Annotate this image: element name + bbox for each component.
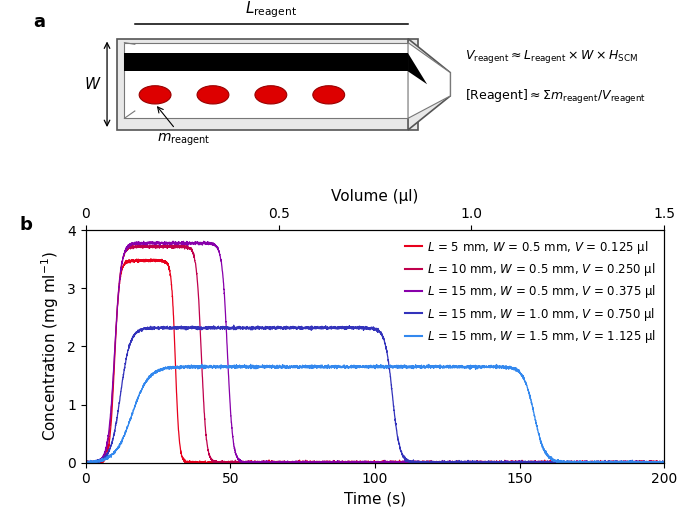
$L$ = 15 mm, $W$ = 1.0 mm, $V$ = 0.750 μl	[229, 322, 238, 328]
$L$ = 15 mm, $W$ = 0.5 mm, $V$ = 0.375 μl	[558, 460, 566, 466]
Text: $[\mathrm{Reagent}] \approx \Sigma m_\mathrm{reagent}/V_\mathrm{reagent}$: $[\mathrm{Reagent}] \approx \Sigma m_\ma…	[464, 88, 646, 106]
$L$ = 15 mm, $W$ = 1.0 mm, $V$ = 0.750 μl	[558, 460, 566, 466]
$L$ = 5 mm, $W$ = 0.5 mm, $V$ = 0.125 μl	[514, 460, 522, 466]
Polygon shape	[408, 53, 427, 84]
$L$ = 10 mm, $W$ = 0.5 mm, $V$ = 0.250 μl	[173, 242, 181, 248]
X-axis label: Time (s): Time (s)	[344, 492, 406, 507]
$L$ = 5 mm, $W$ = 0.5 mm, $V$ = 0.125 μl	[82, 458, 90, 465]
$L$ = 10 mm, $W$ = 0.5 mm, $V$ = 0.250 μl	[660, 460, 669, 466]
Text: $V_\mathrm{reagent} \approx L_\mathrm{reagent} \times W \times H_\mathrm{SCM}$: $V_\mathrm{reagent} \approx L_\mathrm{re…	[464, 48, 638, 65]
Bar	[125, 43, 408, 118]
$L$ = 15 mm, $W$ = 0.5 mm, $V$ = 0.375 μl	[429, 459, 437, 465]
$L$ = 10 mm, $W$ = 0.5 mm, $V$ = 0.250 μl	[458, 460, 466, 466]
Text: b: b	[19, 216, 32, 234]
$L$ = 15 mm, $W$ = 1.0 mm, $V$ = 0.750 μl	[303, 325, 311, 331]
Polygon shape	[408, 43, 450, 118]
$L$ = 15 mm, $W$ = 1.5 mm, $V$ = 1.125 μl	[660, 460, 669, 466]
Y-axis label: Concentration (mg ml$^{-1}$): Concentration (mg ml$^{-1}$)	[40, 251, 62, 442]
$L$ = 15 mm, $W$ = 1.0 mm, $V$ = 0.750 μl	[429, 458, 437, 465]
$L$ = 5 mm, $W$ = 0.5 mm, $V$ = 0.125 μl	[558, 460, 566, 466]
Text: $m_\mathrm{reagent}$: $m_\mathrm{reagent}$	[158, 107, 211, 148]
$L$ = 5 mm, $W$ = 0.5 mm, $V$ = 0.125 μl	[303, 460, 311, 466]
$L$ = 15 mm, $W$ = 0.5 mm, $V$ = 0.375 μl	[82, 460, 90, 466]
Ellipse shape	[139, 86, 171, 104]
Line: $L$ = 15 mm, $W$ = 1.5 mm, $V$ = 1.125 μl: $L$ = 15 mm, $W$ = 1.5 mm, $V$ = 1.125 μ…	[86, 364, 664, 463]
Line: $L$ = 15 mm, $W$ = 0.5 mm, $V$ = 0.375 μl: $L$ = 15 mm, $W$ = 0.5 mm, $V$ = 0.375 μ…	[86, 241, 664, 463]
$L$ = 5 mm, $W$ = 0.5 mm, $V$ = 0.125 μl	[187, 458, 195, 465]
$L$ = 5 mm, $W$ = 0.5 mm, $V$ = 0.125 μl	[458, 460, 466, 466]
$L$ = 15 mm, $W$ = 1.5 mm, $V$ = 1.125 μl	[186, 364, 195, 370]
Bar	[125, 53, 408, 71]
X-axis label: Volume (μl): Volume (μl)	[332, 189, 419, 204]
$L$ = 15 mm, $W$ = 0.5 mm, $V$ = 0.375 μl	[514, 460, 522, 466]
$L$ = 15 mm, $W$ = 1.5 mm, $V$ = 1.125 μl	[458, 363, 466, 369]
Bar	[117, 39, 419, 130]
$L$ = 15 mm, $W$ = 1.0 mm, $V$ = 0.750 μl	[458, 458, 466, 465]
$L$ = 10 mm, $W$ = 0.5 mm, $V$ = 0.250 μl	[187, 246, 195, 252]
$L$ = 10 mm, $W$ = 0.5 mm, $V$ = 0.250 μl	[558, 459, 566, 465]
$L$ = 10 mm, $W$ = 0.5 mm, $V$ = 0.250 μl	[429, 460, 437, 466]
Line: $L$ = 5 mm, $W$ = 0.5 mm, $V$ = 0.125 μl: $L$ = 5 mm, $W$ = 0.5 mm, $V$ = 0.125 μl	[86, 259, 664, 463]
$L$ = 15 mm, $W$ = 1.0 mm, $V$ = 0.750 μl	[186, 325, 195, 331]
$L$ = 15 mm, $W$ = 0.5 mm, $V$ = 0.375 μl	[458, 460, 466, 466]
$L$ = 15 mm, $W$ = 0.5 mm, $V$ = 0.375 μl	[303, 459, 311, 465]
Legend: $L$ = 5 mm, $W$ = 0.5 mm, $V$ = 0.125 μl, $L$ = 10 mm, $W$ = 0.5 mm, $V$ = 0.250: $L$ = 5 mm, $W$ = 0.5 mm, $V$ = 0.125 μl…	[402, 236, 658, 347]
Polygon shape	[408, 39, 450, 130]
$L$ = 10 mm, $W$ = 0.5 mm, $V$ = 0.250 μl	[82, 460, 90, 466]
$L$ = 5 mm, $W$ = 0.5 mm, $V$ = 0.125 μl	[82, 460, 90, 466]
Line: $L$ = 15 mm, $W$ = 1.0 mm, $V$ = 0.750 μl: $L$ = 15 mm, $W$ = 1.0 mm, $V$ = 0.750 μ…	[86, 325, 664, 463]
$L$ = 15 mm, $W$ = 1.5 mm, $V$ = 1.125 μl	[303, 362, 311, 369]
$L$ = 15 mm, $W$ = 1.5 mm, $V$ = 1.125 μl	[558, 458, 566, 464]
$L$ = 15 mm, $W$ = 0.5 mm, $V$ = 0.375 μl	[169, 238, 177, 244]
Text: $W$: $W$	[84, 76, 102, 93]
$L$ = 15 mm, $W$ = 0.5 mm, $V$ = 0.375 μl	[187, 240, 195, 246]
$L$ = 15 mm, $W$ = 1.5 mm, $V$ = 1.125 μl	[82, 460, 90, 466]
$L$ = 15 mm, $W$ = 1.5 mm, $V$ = 1.125 μl	[514, 368, 522, 374]
$L$ = 15 mm, $W$ = 1.0 mm, $V$ = 0.750 μl	[514, 460, 522, 466]
Line: $L$ = 10 mm, $W$ = 0.5 mm, $V$ = 0.250 μl: $L$ = 10 mm, $W$ = 0.5 mm, $V$ = 0.250 μ…	[86, 245, 664, 463]
$L$ = 10 mm, $W$ = 0.5 mm, $V$ = 0.250 μl	[82, 460, 90, 466]
$L$ = 15 mm, $W$ = 1.0 mm, $V$ = 0.750 μl	[660, 460, 669, 466]
$L$ = 10 mm, $W$ = 0.5 mm, $V$ = 0.250 μl	[514, 458, 522, 465]
$L$ = 5 mm, $W$ = 0.5 mm, $V$ = 0.125 μl	[429, 458, 437, 465]
Ellipse shape	[197, 86, 229, 104]
$L$ = 15 mm, $W$ = 1.0 mm, $V$ = 0.750 μl	[82, 460, 90, 466]
$L$ = 15 mm, $W$ = 1.5 mm, $V$ = 1.125 μl	[247, 361, 255, 368]
$L$ = 10 mm, $W$ = 0.5 mm, $V$ = 0.250 μl	[303, 460, 311, 466]
Text: a: a	[34, 13, 45, 31]
$L$ = 5 mm, $W$ = 0.5 mm, $V$ = 0.125 μl	[660, 460, 669, 466]
$L$ = 5 mm, $W$ = 0.5 mm, $V$ = 0.125 μl	[147, 255, 155, 262]
Ellipse shape	[313, 86, 345, 104]
Text: $L_\mathrm{reagent}$: $L_\mathrm{reagent}$	[245, 0, 297, 20]
$L$ = 15 mm, $W$ = 0.5 mm, $V$ = 0.375 μl	[660, 460, 669, 466]
Ellipse shape	[255, 86, 287, 104]
$L$ = 15 mm, $W$ = 1.5 mm, $V$ = 1.125 μl	[429, 363, 437, 369]
